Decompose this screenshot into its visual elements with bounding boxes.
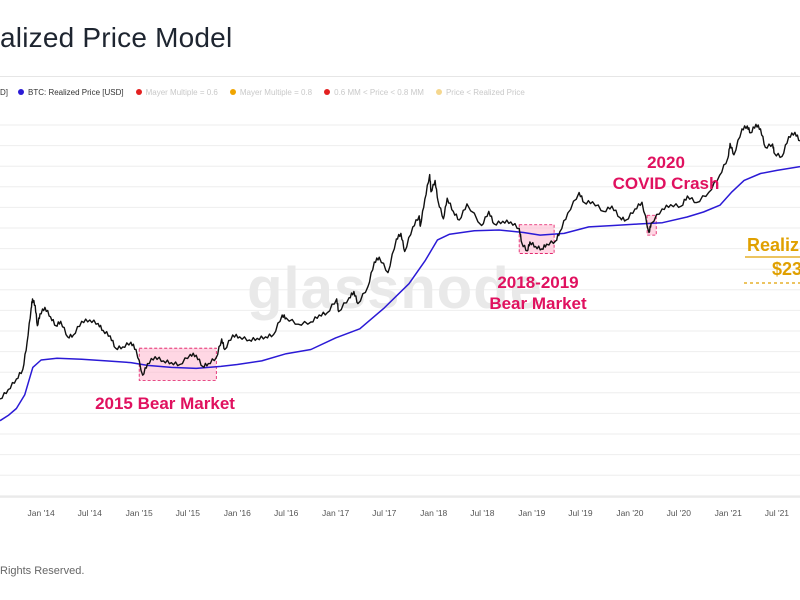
glassnode-watermark: glassnode: [247, 256, 543, 321]
annotation-label-2018: 2018-2019: [497, 273, 578, 292]
x-tick-label: Jul '15: [176, 508, 201, 518]
legend-label: Mayer Multiple = 0.6: [145, 87, 218, 97]
realized-price-callout: Realiz $23: [744, 235, 800, 284]
legend-dot-icon: [324, 89, 331, 95]
annotation-label-2018: Bear Market: [489, 294, 587, 313]
legend-item-mm-band[interactable]: 0.6 MM < Price < 0.8 MM: [324, 88, 424, 97]
x-tick-label: Jan '16: [224, 508, 251, 518]
series-line-btc-price: [0, 123, 800, 400]
x-tick-label: Jul '17: [372, 508, 397, 518]
x-tick-label: Jan '15: [126, 508, 153, 518]
x-tick-label: Jan '19: [518, 508, 545, 518]
chart-series: [0, 123, 800, 422]
legend-item-btc-price[interactable]: D]: [0, 88, 8, 97]
chart-legend: D] BTC: Realized Price [USD] Mayer Multi…: [0, 84, 537, 100]
x-tick-label: Jul '14: [78, 508, 103, 518]
page-title: alized Price Model: [0, 22, 233, 53]
callout-label: Realiz: [747, 235, 799, 255]
x-tick-label: Jul '21: [765, 508, 790, 518]
series-line-realized-price: [0, 165, 800, 422]
legend-item-mayer-06[interactable]: Mayer Multiple = 0.6: [135, 87, 218, 97]
annotation-labels: 2015 Bear Market 2018-2019 Bear Market 2020…: [95, 153, 719, 413]
x-tick-label: Jan '17: [322, 508, 349, 518]
chart-gridlines: [0, 124, 800, 497]
realized-price-chart[interactable]: glassnode Jan '14 Jul '14 Jan '15 Jul '15 Ja…: [0, 0, 800, 560]
legend-dot-icon: [18, 89, 24, 95]
legend-dot-icon: [435, 89, 442, 95]
legend-item-price-below-realized[interactable]: Price < Realized Price: [435, 87, 525, 97]
x-axis: Jan '14 Jul '14 Jan '15 Jul '15 Jan '16 Jul '…: [0, 496, 800, 518]
footer-copyright: Rights Reserved.: [0, 565, 85, 577]
annotation-box-0: [138, 347, 217, 381]
x-tick-label: Jul '16: [274, 508, 299, 518]
legend-item-realized-price[interactable]: BTC: Realized Price [USD]: [18, 88, 124, 97]
x-tick-label: Jul '18: [470, 508, 495, 518]
legend-dot-icon: [135, 89, 142, 95]
legend-dot-icon: [229, 89, 236, 95]
x-tick-label: Jul '20: [667, 508, 692, 518]
annotation-label-covid: COVID Crash: [613, 174, 720, 193]
legend-label: Mayer Multiple = 0.8: [239, 87, 313, 97]
legend-label: BTC: Realized Price [USD]: [28, 87, 124, 97]
x-tick-label: Jan '21: [715, 508, 742, 518]
x-tick-label: Jul '19: [568, 508, 593, 518]
callout-value: $23: [772, 259, 800, 279]
header-divider: [0, 76, 800, 77]
annotation-box-2: [646, 214, 657, 236]
legend-label: Price < Realized Price: [445, 87, 525, 97]
legend-item-mayer-08[interactable]: Mayer Multiple = 0.8: [229, 87, 313, 97]
x-tick-label: Jan '20: [616, 508, 643, 518]
legend-label: 0.6 MM < Price < 0.8 MM: [334, 87, 424, 97]
legend-label: D]: [0, 87, 8, 97]
x-tick-label: Jan '18: [420, 508, 447, 518]
annotation-label-2015: 2015 Bear Market: [95, 394, 235, 413]
x-tick-label: Jan '14: [28, 508, 55, 518]
annotation-label-covid: 2020: [647, 153, 685, 172]
